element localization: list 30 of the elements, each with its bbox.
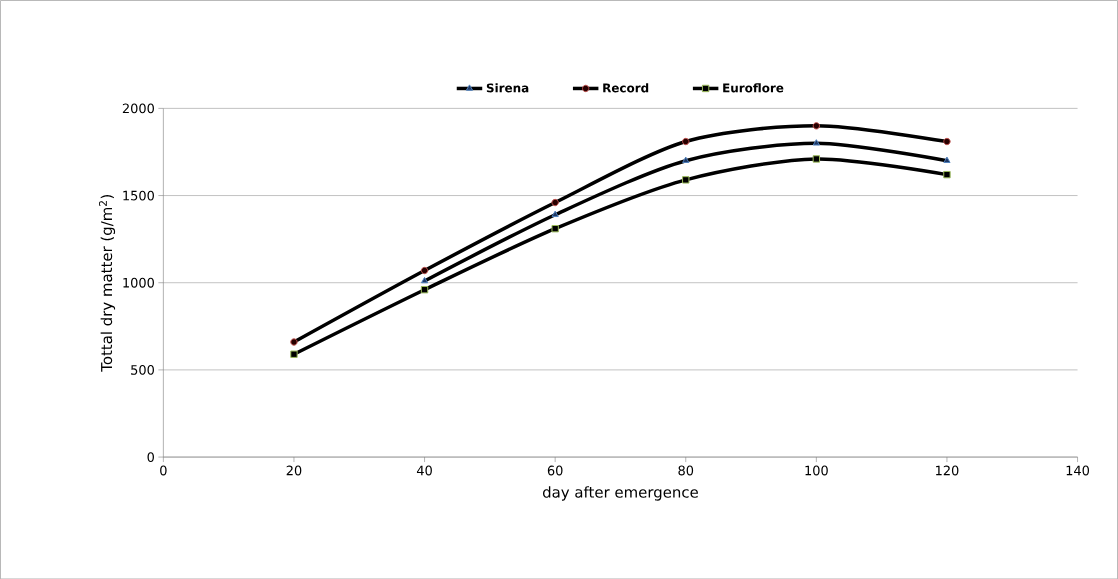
y-tick-label: 1500 bbox=[123, 190, 154, 201]
x-tick-label: 20 bbox=[286, 465, 302, 476]
x-tick-label: 0 bbox=[160, 465, 167, 476]
point bbox=[943, 137, 951, 145]
legend-label: Record bbox=[603, 82, 649, 93]
point bbox=[290, 338, 298, 346]
x-tick-label: 80 bbox=[678, 465, 694, 476]
y-tick-label: 1000 bbox=[123, 277, 154, 288]
point bbox=[812, 121, 821, 130]
x-tick-label: 120 bbox=[936, 465, 959, 476]
x-tick-label: 40 bbox=[416, 465, 432, 476]
point bbox=[551, 224, 559, 233]
legend-label: Sirena bbox=[486, 82, 529, 93]
point bbox=[551, 198, 559, 206]
x-tick-label: 60 bbox=[547, 465, 563, 476]
y-axis-title: Tottal dry matter (g/m$^{2}$) bbox=[99, 194, 116, 372]
legend-label: Euroflore bbox=[723, 82, 784, 93]
point bbox=[420, 266, 429, 274]
y-tick-label: 2000 bbox=[122, 103, 154, 114]
y-tick-label: 0 bbox=[147, 451, 154, 462]
point bbox=[812, 155, 821, 163]
x-tick-label: 100 bbox=[805, 465, 828, 476]
point bbox=[290, 350, 298, 358]
point bbox=[682, 175, 690, 184]
point bbox=[943, 170, 951, 179]
x-axis-title: day after emergence bbox=[542, 485, 698, 501]
x-tick-label: 140 bbox=[1066, 465, 1090, 476]
point bbox=[420, 285, 429, 294]
point bbox=[682, 137, 690, 145]
y-tick-label: 500 bbox=[131, 364, 154, 375]
